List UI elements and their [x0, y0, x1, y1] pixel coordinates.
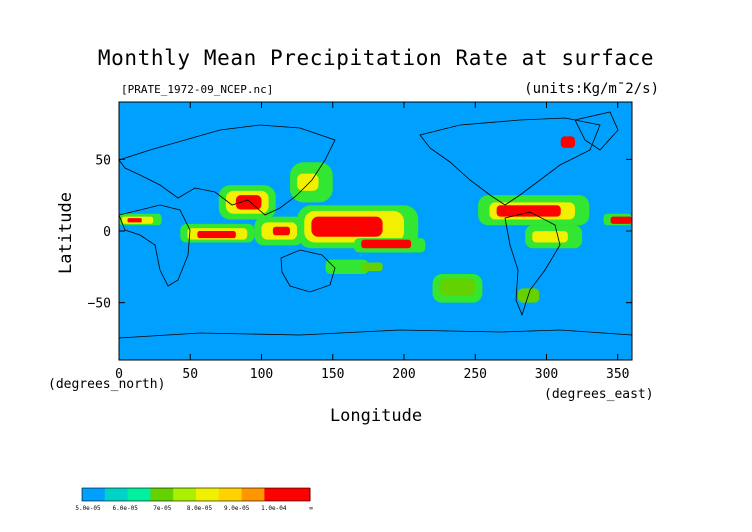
colorbar-swatch — [150, 488, 174, 501]
y-tick-label: 50 — [95, 153, 111, 168]
x-tick-label: 150 — [321, 367, 344, 382]
colorbar-swatch — [241, 488, 265, 501]
colorbar-swatch — [218, 488, 243, 501]
x-tick-label: 0 — [115, 367, 123, 382]
chart-title: Monthly Mean Precipitation Rate at surfa… — [97, 46, 655, 70]
x-tick-label: 300 — [535, 367, 558, 382]
x-axis-label: Longitude — [329, 406, 423, 426]
coastline-greenland — [574, 111, 619, 151]
precip-region-18 — [361, 239, 412, 249]
x-axis-units-right: (degrees_east) — [544, 387, 654, 402]
precip-region-31 — [361, 262, 383, 272]
colorbar-swatch — [287, 488, 311, 501]
precip-region-20 — [439, 278, 476, 296]
coastline-australia — [280, 249, 336, 293]
colorbar-label: 5.0e-05 — [75, 505, 101, 512]
coastline-eurasia — [119, 124, 336, 216]
chart-source-file: [PRATE_1972-09_NCEP.nc] — [121, 83, 274, 96]
precip-region-23 — [496, 205, 561, 217]
precip-region-27 — [610, 216, 632, 224]
colorbar: 5.0e-05 6.0e-05 7e-05 8.0e-05 9.0e-05 1.0e-04… — [75, 487, 313, 512]
precip-region-13 — [297, 173, 319, 191]
precip-region-5 — [197, 231, 236, 239]
coastline-south-america — [504, 211, 561, 317]
y-tick-label: −50 — [88, 297, 111, 312]
coastline-africa — [119, 204, 191, 287]
precip-region-29 — [560, 136, 575, 148]
precip-region-11 — [272, 226, 290, 236]
y-tick-label: 0 — [103, 225, 111, 240]
precip-region-2 — [127, 218, 142, 223]
y-ticks: 50 0 −50 — [88, 153, 632, 312]
coastlines — [119, 111, 632, 339]
x-tick-label: 250 — [464, 367, 487, 382]
colorbar-swatch — [173, 488, 197, 501]
x-axis-units-left: (degrees_north) — [48, 377, 166, 392]
coastline-antarctica — [119, 329, 632, 339]
precip-region-28 — [518, 288, 540, 303]
colorbar-swatch — [196, 488, 220, 501]
x-tick-label: 50 — [182, 367, 198, 382]
colorbar-swatch — [82, 488, 106, 501]
precip-region-16 — [311, 216, 383, 237]
precip-region-30 — [325, 259, 369, 274]
x-tick-label: 100 — [250, 367, 273, 382]
colorbar-label: 1.0e-04 — [261, 505, 287, 512]
colorbar-label: 7e-05 — [153, 505, 171, 512]
x-tick-label: 350 — [606, 367, 629, 382]
colorbar-label: 8.0e-05 — [187, 505, 213, 512]
colorbar-swatch — [127, 488, 151, 501]
x-tick-label: 200 — [392, 367, 415, 382]
colorbar-label: 6.0e-05 — [113, 505, 139, 512]
coastline-north-america — [419, 117, 601, 206]
colorbar-label: 9.0e-05 — [224, 505, 250, 512]
colorbar-swatch — [104, 488, 129, 501]
colorbar-frame — [81, 487, 311, 502]
colorbar-label: ∞ — [309, 505, 313, 512]
chart-units: (units:Kg/m¯2/s) — [524, 81, 659, 97]
precip-region-25 — [532, 231, 568, 243]
colorbar-swatch — [264, 488, 288, 501]
x-ticks: 0 50 100 150 200 250 300 350 — [115, 102, 629, 382]
